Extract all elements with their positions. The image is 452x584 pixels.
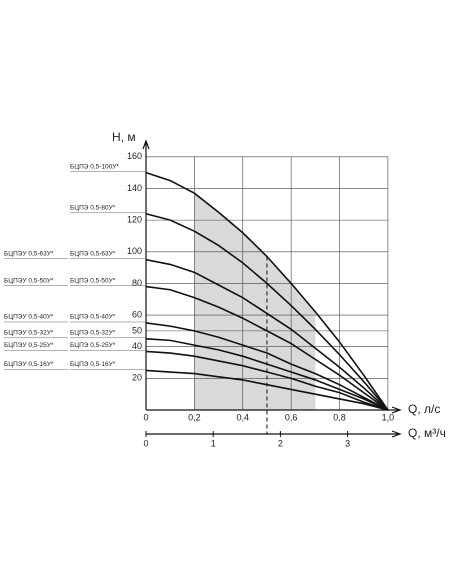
x2-tick-label: 0 <box>143 438 148 448</box>
x2-tick-label: 2 <box>278 438 283 448</box>
y-axis-label: H, м <box>112 130 136 144</box>
series-label: БЦПЭ 0,5-63У* <box>70 250 116 257</box>
y-tick-label: 100 <box>127 246 142 256</box>
series-label: БЦПЭ 0,5-25У* <box>70 342 116 349</box>
x-tick-label: 1,0 <box>382 412 395 422</box>
series-label-alt: БЦПЭУ 0,5-40У* <box>4 314 54 321</box>
pump-curve <box>145 350 389 411</box>
x-tick-label: 0 <box>143 412 148 422</box>
series-label: БЦПЭ 0,5-40У* <box>70 314 116 321</box>
x2-axis <box>146 430 402 438</box>
series-label: БЦПЭ 0,5-80У* <box>70 205 116 212</box>
y-tick-label: 50 <box>132 325 142 335</box>
y-tick-label: 140 <box>127 183 142 193</box>
x2-tick-label: 1 <box>211 438 216 448</box>
y-tick-label: 80 <box>132 278 142 288</box>
y-tick-label: 20 <box>132 373 142 383</box>
y-tick-label: 160 <box>127 151 142 161</box>
pump-curve <box>145 322 389 411</box>
x2-axis-label: Q, м³/ч <box>408 426 446 440</box>
x-axis <box>146 406 402 414</box>
pump-curve <box>145 337 389 411</box>
x-tick-label: 0,6 <box>285 412 298 422</box>
pump-curve <box>145 213 389 411</box>
series-label-alt: БЦПЭУ 0,5-25У* <box>4 342 54 349</box>
x-tick-label: 0,2 <box>188 412 201 422</box>
y-tick-label: 60 <box>132 309 142 319</box>
series-label: БЦПЭ 0,5-50У* <box>70 277 116 284</box>
pump-curve <box>145 369 389 411</box>
working-zone <box>194 193 316 410</box>
series-label: БЦПЭ 0,5-100У* <box>70 163 119 170</box>
x-tick-label: 0,4 <box>237 412 250 422</box>
y-tick-label: 120 <box>127 214 142 224</box>
series-label-alt: БЦПЭУ 0,5-16У* <box>4 361 54 368</box>
x-tick-label: 0,8 <box>333 412 346 422</box>
series-label-alt: БЦПЭУ 0,5-32У* <box>4 330 54 337</box>
x2-tick-label: 3 <box>345 438 350 448</box>
series-label: БЦПЭ 0,5-32У* <box>70 330 116 337</box>
y-tick-label: 40 <box>132 341 142 351</box>
pump-curve <box>145 171 389 411</box>
series-label: БЦПЭ 0,5-16У* <box>70 361 116 368</box>
series-label-alt: БЦПЭУ 0,5-50У* <box>4 277 54 284</box>
series-label-alt: БЦПЭУ 0,5-63У* <box>4 250 54 257</box>
x-axis-label: Q, л/с <box>408 402 440 416</box>
pump-curve <box>145 258 389 411</box>
pump-curve <box>145 285 389 411</box>
y-axis <box>142 139 150 410</box>
